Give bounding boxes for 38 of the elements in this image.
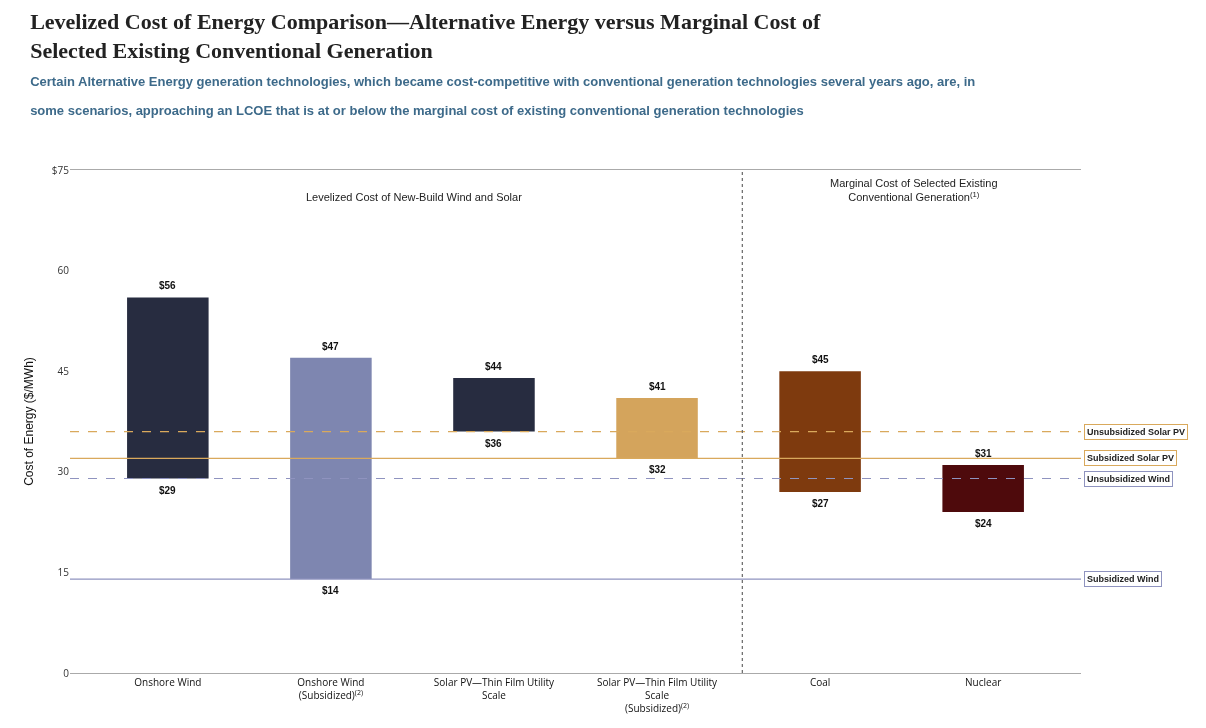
y-tick-label: $75 — [51, 162, 70, 177]
x-tick-label: Coal — [809, 675, 831, 689]
bar — [779, 371, 861, 492]
annotation: $44 — [485, 361, 503, 372]
x-tick-label: Onshore Wind — [134, 675, 202, 689]
y-axis-title: Cost of Energy ($/MWh) — [22, 357, 37, 486]
annotation: $31 — [975, 448, 993, 459]
ref-line-label: Unsubsidized Wind — [1087, 474, 1170, 484]
bar — [127, 297, 209, 479]
x-tick-label: Nuclear — [965, 675, 1002, 689]
annotation: $27 — [812, 498, 830, 509]
y-tick-label: 60 — [57, 263, 70, 278]
x-tick-label: Solar PV—Thin Film Utility Scale — [433, 675, 556, 702]
x-tick-label: Onshore Wind (Subsidized)$^{(2)}$ — [297, 675, 365, 702]
y-tick-label: 0 — [63, 665, 70, 680]
annotation: $45 — [812, 354, 830, 365]
ref-line-label: Unsubsidized Solar PV — [1087, 427, 1186, 437]
bar — [453, 377, 535, 432]
annotation: $56 — [159, 280, 177, 291]
annotation: $47 — [322, 341, 340, 352]
annotation: $32 — [649, 464, 667, 475]
ref-line-label: Subsidized Solar PV — [1087, 453, 1175, 463]
y-tick-label: 30 — [57, 464, 70, 479]
annotation: $41 — [649, 381, 667, 392]
bar — [290, 357, 372, 580]
annotation: Levelized Cost of New-Build Wind and Solar — [306, 191, 523, 203]
chart-subtitle: Certain Alternative Energy generation technologies, which became cost-competitive with conventional generation technologies several years ago, are, in some scenarios, approaching an LCOE that is at or below the marginal cost of existing conventional generation technologies — [30, 74, 976, 118]
y-tick-label: 45 — [57, 363, 70, 378]
annotation: $29 — [159, 485, 177, 496]
annotation: $36 — [485, 438, 503, 449]
ref-line-label: Subsidized Wind — [1087, 574, 1159, 584]
annotation: Marginal Cost of Selected Existing Conventional Generation$^{(1)}$ — [830, 177, 998, 204]
bar — [942, 465, 1024, 513]
annotation: $14 — [322, 585, 340, 596]
chart-title: Levelized Cost of Energy Comparison—Alternative Energy versus Marginal Cost of Selected Existing Conventional Generation — [30, 9, 821, 63]
y-tick-label: 15 — [57, 564, 70, 579]
annotation: $24 — [975, 518, 993, 529]
x-tick-label: Solar PV—Thin Film Utility Scale (Subsidized)$^{(2)}$ — [596, 675, 719, 715]
